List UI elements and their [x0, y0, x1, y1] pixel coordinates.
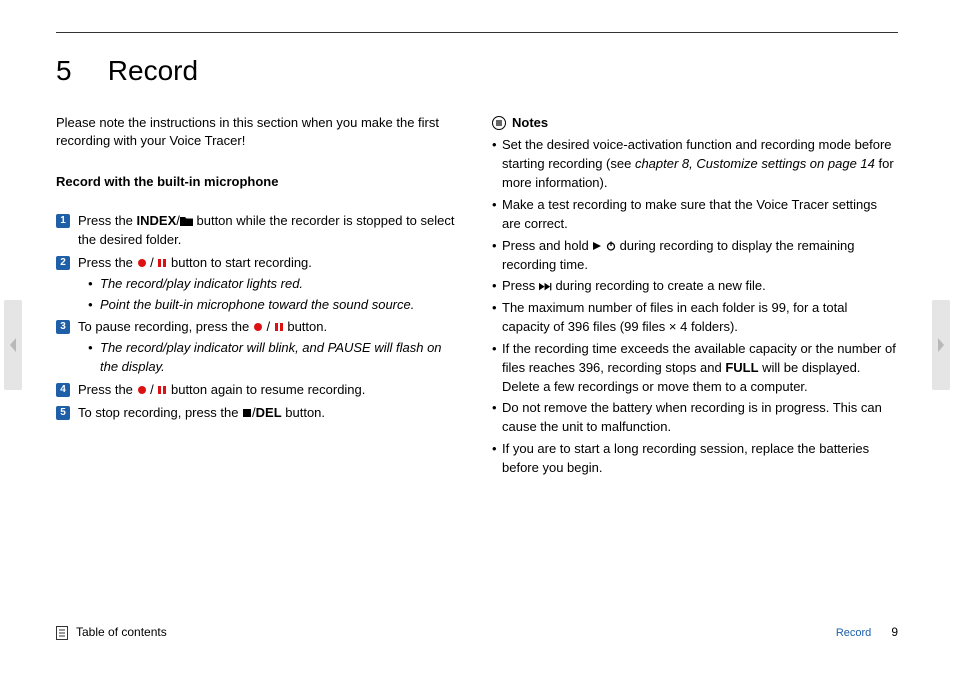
pause-icon	[157, 255, 167, 265]
skip-forward-icon	[539, 278, 552, 288]
note-item: Make a test recording to make sure that …	[492, 196, 898, 234]
power-icon	[606, 238, 616, 248]
notes-list: Set the desired voice-activation functio…	[492, 136, 898, 477]
pause-icon	[274, 319, 284, 329]
step-number-badge: 3	[56, 320, 70, 334]
note-item: Press and hold during recording to displ…	[492, 237, 898, 275]
note-item: Set the desired voice-activation functio…	[492, 136, 898, 193]
chapter-name: Record	[108, 55, 198, 86]
step-number-badge: 4	[56, 383, 70, 397]
right-column: Notes Set the desired voice-activation f…	[492, 114, 898, 481]
left-column: Please note the instructions in this sec…	[56, 114, 462, 481]
notes-label: Notes	[512, 114, 548, 133]
step-5: 5 To stop recording, press the /DEL butt…	[56, 404, 462, 423]
step-number-badge: 5	[56, 406, 70, 420]
note-item: If you are to start a long recording ses…	[492, 440, 898, 478]
step-2: 2 Press the / button to start recording.…	[56, 254, 462, 315]
chapter-number: 5	[56, 51, 100, 92]
notes-heading: Notes	[492, 114, 898, 133]
notes-icon	[492, 116, 506, 130]
record-icon	[137, 255, 147, 265]
steps-list: 1 Press the INDEX/ button while the reco…	[56, 212, 462, 422]
pause-icon	[157, 382, 167, 392]
toc-icon	[56, 626, 68, 640]
folder-icon	[180, 213, 193, 223]
step-3-sub-1: The record/play indicator will blink, an…	[90, 339, 462, 377]
stop-icon	[242, 405, 252, 415]
step-2-sub-2: Point the built-in microphone toward the…	[90, 296, 462, 315]
step-number-badge: 1	[56, 214, 70, 228]
record-icon	[137, 382, 147, 392]
page-number: 9	[891, 624, 898, 641]
toc-link[interactable]: Table of contents	[56, 624, 167, 641]
note-item: Do not remove the battery when recording…	[492, 399, 898, 437]
footer-section-label: Record	[836, 626, 871, 642]
step-2-sub-1: The record/play indicator lights red.	[90, 275, 462, 294]
top-rule	[56, 32, 898, 33]
step-1: 1 Press the INDEX/ button while the reco…	[56, 212, 462, 250]
record-icon	[253, 319, 263, 329]
play-icon	[592, 238, 602, 248]
intro-paragraph: Please note the instructions in this sec…	[56, 114, 462, 152]
note-item: The maximum number of files in each fold…	[492, 299, 898, 337]
note-item: If the recording time exceeds the availa…	[492, 340, 898, 397]
page-footer: Table of contents Record 9	[56, 624, 898, 642]
step-3: 3 To pause recording, press the / button…	[56, 318, 462, 377]
chapter-title: 5 Record	[56, 51, 898, 92]
note-item: Press during recording to create a new f…	[492, 277, 898, 296]
section-subheading: Record with the built-in microphone	[56, 173, 462, 192]
toc-label: Table of contents	[76, 624, 167, 641]
manual-page: 5 Record Please note the instructions in…	[0, 0, 954, 676]
step-4: 4 Press the / button again to resume rec…	[56, 381, 462, 400]
step-number-badge: 2	[56, 256, 70, 270]
